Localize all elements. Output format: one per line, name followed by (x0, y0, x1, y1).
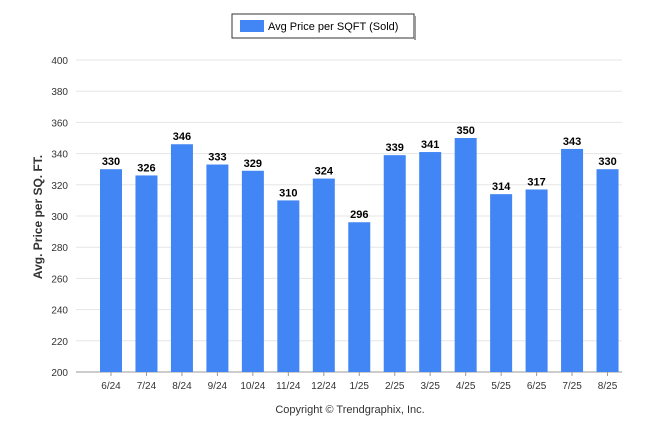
x-tick-label: 5/25 (491, 381, 511, 392)
x-tick-label: 6/25 (527, 381, 547, 392)
x-tick-label: 8/24 (172, 381, 192, 392)
bar (454, 138, 477, 372)
x-tick-label: 4/25 (456, 381, 476, 392)
data-label: 324 (315, 166, 334, 178)
y-tick-label: 400 (51, 56, 68, 67)
legend-swatch (240, 20, 264, 32)
bar (490, 194, 513, 372)
x-tick-label: 10/24 (240, 381, 265, 392)
x-tick-labels: 6/24 7/24 8/24 9/24 10/24 11/24 12/24 1/25 2/25 3… (101, 372, 618, 392)
data-label: 310 (279, 187, 297, 199)
bar (312, 178, 335, 372)
y-tick-label: 240 (51, 306, 68, 317)
y-tick-label: 340 (51, 150, 68, 161)
x-tick-label: 8/25 (598, 381, 618, 392)
legend-shadow (414, 16, 416, 40)
y-tick-label: 200 (51, 368, 68, 379)
bar (419, 152, 442, 372)
data-label: 330 (598, 156, 616, 168)
data-label: 341 (421, 139, 439, 151)
legend-label: Avg Price per SQFT (Sold) (268, 21, 398, 33)
y-tick-label: 220 (51, 337, 68, 348)
x-tick-label: 6/24 (101, 381, 121, 392)
data-label: 346 (173, 131, 191, 143)
data-label: 326 (137, 162, 155, 174)
y-tick-labels: 200 220 240 260 280 300 320 340 360 380 400 (51, 56, 68, 379)
bar (135, 175, 158, 372)
data-label: 339 (386, 142, 404, 154)
x-tick-label: 1/25 (350, 381, 370, 392)
y-tick-label: 380 (51, 87, 68, 98)
x-tick-label: 7/25 (562, 381, 582, 392)
x-tick-label: 12/24 (311, 381, 336, 392)
y-tick-label: 360 (51, 118, 68, 129)
data-label: 296 (350, 209, 368, 221)
data-label: 343 (563, 136, 581, 148)
data-label: 330 (102, 156, 120, 168)
y-tick-label: 320 (51, 181, 68, 192)
bar (277, 200, 300, 372)
data-label: 329 (244, 158, 262, 170)
bar (561, 148, 584, 372)
bar (206, 164, 229, 372)
y-axis-label: Avg. Price per SQ. FT. (31, 155, 45, 279)
bars (100, 138, 619, 372)
bar (383, 155, 406, 372)
x-tick-label: 11/24 (276, 381, 301, 392)
y-tick-label: 280 (51, 243, 68, 254)
x-tick-label: 7/24 (137, 381, 157, 392)
bar (100, 169, 122, 372)
x-tick-label: 3/25 (420, 381, 440, 392)
bar (348, 222, 371, 372)
data-label: 314 (492, 181, 511, 193)
bar (170, 144, 193, 372)
legend: Avg Price per SQFT (Sold) (231, 13, 416, 40)
copyright-text: Copyright © Trendgraphix, Inc. (275, 404, 424, 416)
data-label: 333 (208, 152, 226, 164)
bar (596, 169, 619, 372)
data-label: 317 (527, 176, 545, 188)
bar (241, 170, 264, 372)
x-tick-label: 2/25 (385, 381, 405, 392)
data-labels: 330 326 346 333 329 310 324 296 339 341 350 314 317 3… (102, 125, 617, 221)
x-tick-label: 9/24 (208, 381, 228, 392)
y-tick-label: 300 (51, 212, 68, 223)
y-tick-label: 260 (51, 274, 68, 285)
data-label: 350 (456, 125, 474, 137)
bar (525, 189, 548, 372)
